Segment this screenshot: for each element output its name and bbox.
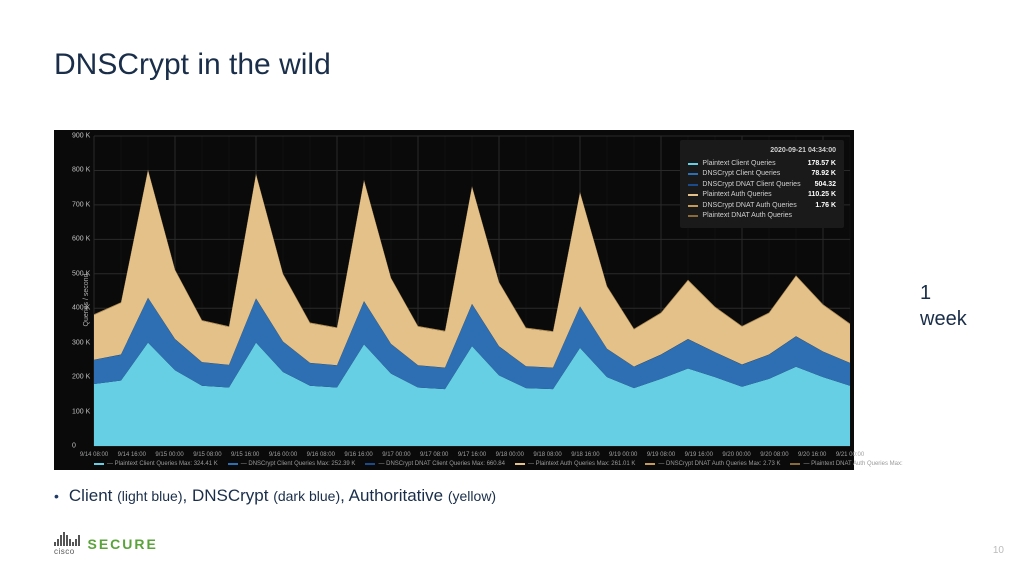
tooltip-series-label: Plaintext Client Queries	[702, 159, 775, 170]
y-tick-label: 200 K	[72, 374, 90, 381]
x-tick-label: 9/15 16:00	[231, 452, 259, 458]
bullet-text-3: Authoritative	[349, 486, 444, 505]
bullet-caption: • Client (light blue), DNSCrypt (dark bl…	[54, 486, 496, 506]
tooltip-series-value: 78.92 K	[811, 169, 836, 180]
page-number: 10	[993, 545, 1004, 556]
legend-item: — Plaintext Client Queries Max: 324.41 K	[94, 461, 218, 467]
y-tick-label: 300 K	[72, 339, 90, 346]
y-tick-label: 100 K	[72, 408, 90, 415]
cisco-logo-icon: cisco	[54, 532, 80, 556]
x-tick-label: 9/17 08:00	[420, 452, 448, 458]
y-tick-label: 900 K	[72, 133, 90, 140]
tooltip-swatch-icon	[688, 173, 698, 175]
legend-item: — Plaintext DNAT Auth Queries Max:	[790, 461, 902, 467]
x-tick-label: 9/19 16:00	[685, 452, 713, 458]
x-tick-label: 9/17 16:00	[458, 452, 486, 458]
chart-bottom-legend: — Plaintext Client Queries Max: 324.41 K…	[54, 458, 854, 470]
legend-item: — DNSCrypt DNAT Client Queries Max: 660.…	[365, 461, 505, 467]
bullet-sep-2: ,	[340, 486, 349, 505]
y-tick-label: 0	[72, 443, 76, 450]
side-annotation: 1 week	[920, 280, 967, 332]
tooltip-series-value: 110.25 K	[808, 190, 836, 201]
legend-label: — Plaintext DNAT Auth Queries Max:	[803, 461, 902, 467]
tooltip-series-label: Plaintext Auth Queries	[702, 190, 771, 201]
tooltip-row: Plaintext Auth Queries 110.25 K	[688, 190, 836, 201]
x-tick-label: 9/15 08:00	[193, 452, 221, 458]
side-annotation-line2: week	[920, 306, 967, 332]
legend-item: — DNSCrypt DNAT Auth Queries Max: 2.73 K	[645, 461, 780, 467]
tooltip-series-label: DNSCrypt Client Queries	[702, 169, 780, 180]
bullet-sep-1: ,	[182, 486, 191, 505]
tooltip-series-value: 178.57 K	[808, 159, 836, 170]
x-tick-label: 9/21 00:00	[836, 452, 864, 458]
y-tick-label: 400 K	[72, 305, 90, 312]
x-tick-label: 9/17 00:00	[382, 452, 410, 458]
tooltip-row: DNSCrypt Client Queries 78.92 K	[688, 169, 836, 180]
legend-label: — DNSCrypt Client Queries Max: 252.39 K	[241, 461, 356, 467]
x-tick-label: 9/15 00:00	[155, 452, 183, 458]
legend-swatch-icon	[365, 463, 375, 465]
bullet-paren-1: (light blue)	[117, 488, 182, 504]
x-tick-label: 9/16 16:00	[344, 452, 372, 458]
tooltip-series-value: 504.32	[815, 180, 836, 191]
y-tick-label: 500 K	[72, 270, 90, 277]
tooltip-series-label: DNSCrypt DNAT Auth Queries	[702, 201, 796, 212]
y-tick-label: 700 K	[72, 201, 90, 208]
legend-swatch-icon	[228, 463, 238, 465]
tooltip-swatch-icon	[688, 184, 698, 186]
tooltip-series-label: DNSCrypt DNAT Client Queries	[702, 180, 800, 191]
x-tick-label: 9/18 08:00	[533, 452, 561, 458]
tooltip-swatch-icon	[688, 205, 698, 207]
legend-swatch-icon	[94, 463, 104, 465]
legend-swatch-icon	[790, 463, 800, 465]
tooltip-swatch-icon	[688, 215, 698, 217]
bullet-dot-icon: •	[54, 488, 59, 504]
x-tick-label: 9/19 00:00	[609, 452, 637, 458]
y-tick-label: 800 K	[72, 167, 90, 174]
secure-wordmark: SECURE	[88, 536, 158, 552]
x-tick-label: 9/20 08:00	[760, 452, 788, 458]
x-tick-label: 9/18 16:00	[571, 452, 599, 458]
cisco-secure-logo: cisco SECURE	[54, 532, 158, 556]
legend-label: — DNSCrypt DNAT Client Queries Max: 660.…	[378, 461, 505, 467]
x-tick-label: 9/19 08:00	[647, 452, 675, 458]
bullet-text-1: Client	[69, 486, 112, 505]
x-tick-label: 9/16 00:00	[269, 452, 297, 458]
legend-swatch-icon	[515, 463, 525, 465]
tooltip-swatch-icon	[688, 194, 698, 196]
x-tick-label: 9/20 16:00	[798, 452, 826, 458]
chart-tooltip: 2020-09-21 04:34:00 Plaintext Client Que…	[680, 140, 844, 228]
tooltip-row: DNSCrypt DNAT Client Queries 504.32	[688, 180, 836, 191]
x-tick-label: 9/16 08:00	[307, 452, 335, 458]
legend-item: — DNSCrypt Client Queries Max: 252.39 K	[228, 461, 356, 467]
side-annotation-line1: 1	[920, 280, 967, 306]
x-tick-label: 9/18 00:00	[496, 452, 524, 458]
x-tick-label: 9/14 16:00	[118, 452, 146, 458]
legend-swatch-icon	[645, 463, 655, 465]
y-tick-label: 600 K	[72, 236, 90, 243]
bullet-text-2: DNSCrypt	[192, 486, 269, 505]
tooltip-series-value: 1.76 K	[815, 201, 836, 212]
tooltip-row: DNSCrypt DNAT Auth Queries 1.76 K	[688, 201, 836, 212]
tooltip-row: Plaintext Client Queries 178.57 K	[688, 159, 836, 170]
tooltip-swatch-icon	[688, 163, 698, 165]
tooltip-row: Plaintext DNAT Auth Queries	[688, 211, 836, 222]
legend-label: — Plaintext Client Queries Max: 324.41 K	[107, 461, 218, 467]
bullet-text: Client (light blue), DNSCrypt (dark blue…	[69, 486, 496, 506]
tooltip-header: 2020-09-21 04:34:00	[688, 146, 836, 157]
y-axis-label: Queries / second	[83, 274, 90, 327]
bullet-paren-2: (dark blue)	[273, 488, 340, 504]
bullet-paren-3: (yellow)	[448, 488, 496, 504]
x-tick-label: 9/14 08:00	[80, 452, 108, 458]
cisco-wordmark: cisco	[54, 547, 80, 556]
tooltip-series-label: Plaintext DNAT Auth Queries	[702, 211, 792, 222]
cisco-bars-icon	[54, 532, 80, 546]
slide-title: DNSCrypt in the wild	[54, 48, 331, 82]
legend-label: — Plaintext Auth Queries Max: 261.01 K	[528, 461, 635, 467]
legend-label: — DNSCrypt DNAT Auth Queries Max: 2.73 K	[658, 461, 780, 467]
x-tick-label: 9/20 00:00	[722, 452, 750, 458]
legend-item: — Plaintext Auth Queries Max: 261.01 K	[515, 461, 635, 467]
chart-container: Queries / second 2020-09-21 04:34:00 Pla…	[54, 130, 854, 470]
